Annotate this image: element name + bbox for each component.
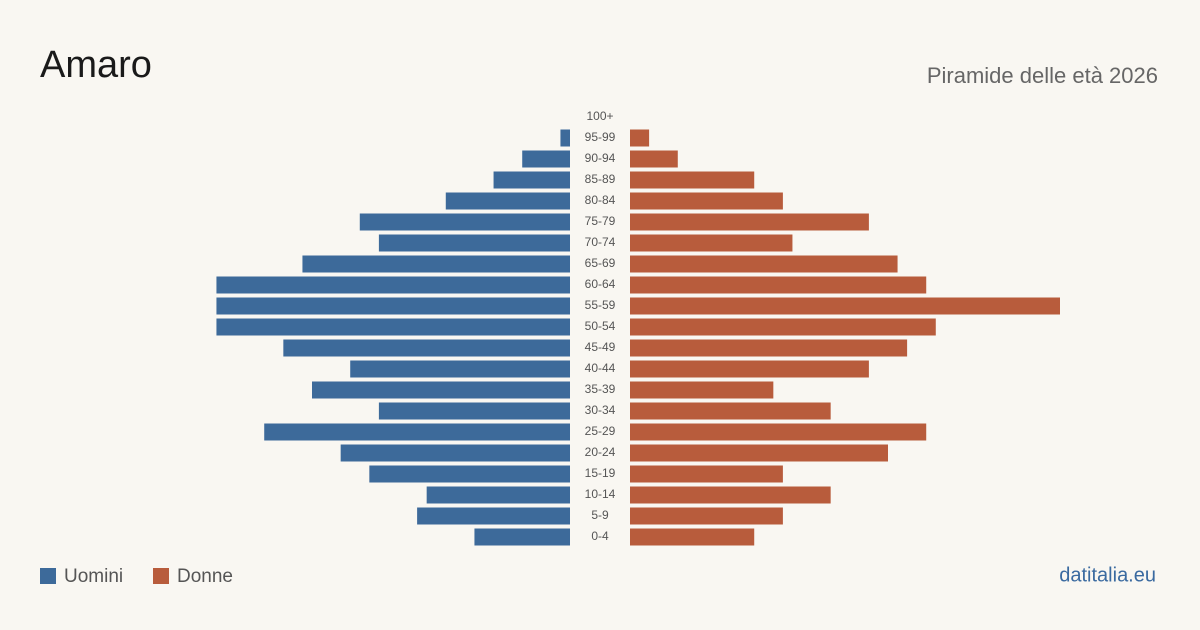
- age-label: 20-24: [585, 445, 616, 459]
- age-label: 95-99: [585, 130, 616, 144]
- bar: [630, 339, 908, 357]
- bar: [630, 150, 678, 168]
- age-label: 85-89: [585, 172, 616, 186]
- bar: [445, 192, 570, 210]
- bar: [630, 507, 783, 525]
- chart-subtitle: Piramide delle età 2026: [927, 63, 1158, 88]
- bar: [630, 402, 831, 420]
- legend-swatch: [153, 568, 169, 584]
- age-label: 45-49: [585, 340, 616, 354]
- bar: [630, 465, 783, 483]
- bar: [560, 129, 570, 147]
- bar: [630, 234, 793, 252]
- bar: [216, 297, 570, 315]
- age-label: 25-29: [585, 424, 616, 438]
- bar: [630, 276, 927, 294]
- bar: [216, 276, 570, 294]
- bar: [630, 381, 774, 399]
- bar: [474, 528, 570, 546]
- age-label: 65-69: [585, 256, 616, 270]
- bar: [522, 150, 570, 168]
- bar: [630, 486, 831, 504]
- bar: [264, 423, 570, 441]
- age-label: 30-34: [585, 403, 616, 417]
- bar: [340, 444, 570, 462]
- bar: [369, 465, 570, 483]
- bar: [630, 444, 888, 462]
- bar: [630, 423, 927, 441]
- bar: [630, 360, 869, 378]
- age-label: 0-4: [591, 529, 609, 543]
- age-label: 15-19: [585, 466, 616, 480]
- bar: [630, 129, 650, 147]
- age-label: 100+: [586, 109, 613, 123]
- age-label: 40-44: [585, 361, 616, 375]
- legend-label: Uomini: [64, 566, 123, 587]
- bar: [359, 213, 570, 231]
- bar: [630, 192, 783, 210]
- bar: [378, 402, 570, 420]
- age-label: 5-9: [591, 508, 609, 522]
- bar: [493, 171, 570, 189]
- bar: [630, 255, 898, 273]
- bar: [283, 339, 570, 357]
- age-label: 10-14: [585, 487, 616, 501]
- bar: [417, 507, 570, 525]
- bar: [426, 486, 570, 504]
- age-label: 90-94: [585, 151, 616, 165]
- bar: [630, 213, 869, 231]
- bar: [630, 528, 755, 546]
- age-label: 60-64: [585, 277, 616, 291]
- source: datitalia.eu: [1059, 564, 1156, 586]
- bar: [378, 234, 570, 252]
- age-label: 70-74: [585, 235, 616, 249]
- bar: [630, 297, 1060, 315]
- bar: [350, 360, 570, 378]
- age-label: 50-54: [585, 319, 616, 333]
- chart-title: Amaro: [40, 44, 152, 86]
- legend-label: Donne: [177, 566, 233, 587]
- bar: [312, 381, 570, 399]
- age-label: 55-59: [585, 298, 616, 312]
- bar: [216, 318, 570, 336]
- age-label: 75-79: [585, 214, 616, 228]
- bar: [302, 255, 570, 273]
- age-label: 80-84: [585, 193, 616, 207]
- bar: [630, 171, 755, 189]
- legend-swatch: [40, 568, 56, 584]
- bar: [630, 318, 936, 336]
- age-label: 35-39: [585, 382, 616, 396]
